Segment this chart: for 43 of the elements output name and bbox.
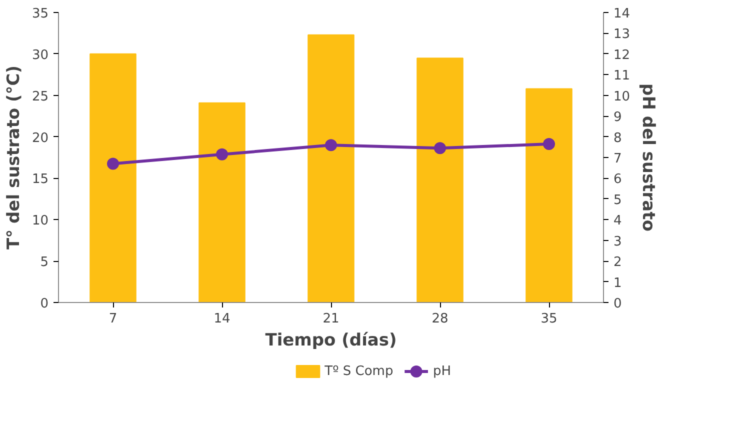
point	[543, 138, 555, 150]
x-tick-label: 14	[214, 312, 230, 326]
y2-tick-label: 9	[614, 110, 622, 126]
y2-tick-label: 0	[614, 296, 622, 312]
y2-tick-label: 7	[614, 152, 622, 166]
y2-tick-label: 11	[614, 68, 630, 84]
y-tick-label: 10	[32, 214, 49, 229]
x-tick-label: 35	[540, 312, 558, 326]
bar	[416, 58, 464, 302]
bar	[90, 53, 136, 302]
y-tick-label: 30	[32, 48, 49, 63]
point	[107, 158, 119, 170]
y-tick-label: 25	[32, 89, 49, 104]
y-axis-title: T° del sustrato (°C)	[4, 65, 24, 250]
y2-tick-label: 1	[614, 276, 622, 291]
x-tick-label: 21	[322, 312, 340, 326]
point	[434, 142, 446, 154]
y2-tick-label: 13	[614, 27, 630, 42]
y2-axis-title: pH del sustrato	[638, 84, 658, 232]
bar	[198, 102, 246, 302]
legend-label: Tº S Comp	[324, 364, 394, 379]
point	[216, 148, 228, 160]
bar	[308, 34, 354, 302]
y2-tick-label: 8	[614, 130, 622, 146]
y-tick-label: 0	[40, 296, 49, 312]
y2-tick-label: 3	[614, 234, 622, 250]
y-tick-label: 20	[32, 130, 49, 146]
y2-tick-label: 6	[614, 172, 622, 188]
y2-tick-label: 2	[614, 255, 622, 270]
point	[325, 139, 337, 152]
y-tick-label: 35	[32, 6, 49, 22]
x-axis-title: Tiempo (días)	[265, 330, 397, 350]
x-tick-label: 7	[108, 312, 118, 326]
y2-tick-label: 14	[614, 6, 630, 22]
y2-tick-label: 5	[614, 192, 622, 208]
bar	[526, 88, 572, 302]
x-tick-label: 28	[432, 312, 448, 326]
y2-tick-label: 12	[614, 48, 630, 63]
legend-label: pH	[432, 364, 452, 379]
y-tick-label: 5	[40, 255, 49, 270]
y-tick-label: 15	[32, 172, 49, 188]
y2-tick-label: 10	[614, 89, 630, 104]
y2-tick-label: 4	[614, 214, 622, 229]
